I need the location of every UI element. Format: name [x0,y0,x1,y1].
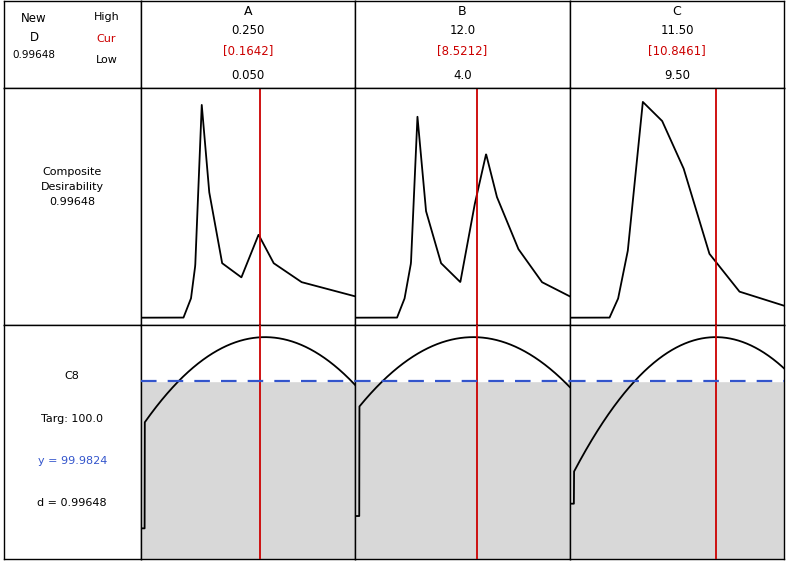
Text: [0.1642]: [0.1642] [222,44,273,57]
Text: B: B [458,6,467,19]
Bar [141,325,355,381]
Text: Cur: Cur [97,34,116,44]
Text: 4.0: 4.0 [454,69,472,81]
Text: d = 0.99648: d = 0.99648 [38,498,107,508]
Text: 9.50: 9.50 [664,69,690,81]
Text: Low: Low [95,55,117,65]
Text: y = 99.9824: y = 99.9824 [38,456,107,466]
Text: C: C [673,6,681,19]
Text: D: D [29,31,39,44]
Text: 12.0: 12.0 [450,25,476,38]
Text: 0.050: 0.050 [231,69,264,81]
Text: High: High [94,11,119,21]
Bar [570,325,784,381]
Text: 0.99648: 0.99648 [13,49,56,60]
Text: [8.5212]: [8.5212] [437,44,487,57]
Text: New: New [21,11,47,25]
Bar [355,325,570,381]
Text: 0.250: 0.250 [231,25,265,38]
Text: [10.8461]: [10.8461] [648,44,706,57]
Text: Composite
Desirability
0.99648: Composite Desirability 0.99648 [41,167,104,207]
Text: C8: C8 [64,371,79,382]
Text: Targ: 100.0: Targ: 100.0 [41,414,103,424]
Text: A: A [244,6,252,19]
Text: 11.50: 11.50 [660,25,694,38]
